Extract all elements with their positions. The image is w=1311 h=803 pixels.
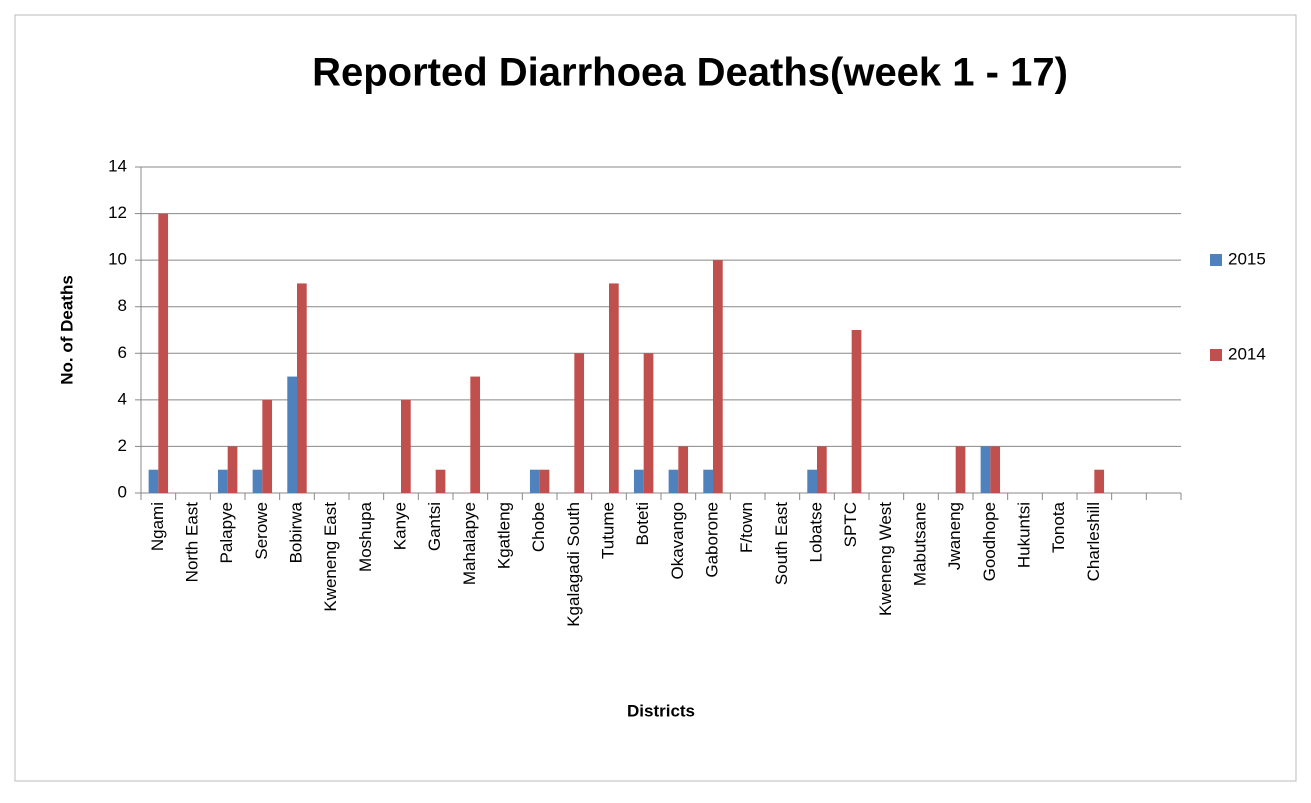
x-tick-label: Gantsi: [425, 502, 444, 551]
bar: [1094, 469, 1105, 493]
x-tick-label: Ngami: [148, 502, 167, 551]
bar: [470, 376, 481, 493]
x-tick-label: Goodhope: [980, 502, 999, 581]
x-tick-label: Gaborone: [702, 502, 721, 578]
x-tick-label: Palapye: [217, 502, 236, 563]
x-tick-label: Charleshill: [1084, 502, 1103, 581]
y-tick-label: 8: [118, 296, 127, 315]
chart-border: [14, 14, 1297, 782]
bar: [435, 469, 446, 493]
bar: [574, 353, 585, 493]
bar: [643, 353, 654, 493]
x-tick-label: Boteti: [633, 502, 652, 545]
y-tick-label: 6: [118, 343, 127, 362]
x-tick-label: Okavango: [668, 502, 687, 580]
x-tick-label: Tonota: [1049, 501, 1068, 553]
x-tick-label: Kweneng West: [876, 502, 895, 616]
x-tick-label: Mabutsane: [910, 502, 929, 586]
legend-label: 2015: [1228, 249, 1266, 268]
bar: [252, 469, 263, 493]
y-axis-label: No. of Deaths: [57, 275, 76, 385]
y-tick-label: 0: [118, 482, 127, 501]
legend-label: 2014: [1228, 344, 1266, 363]
y-tick-label: 2: [118, 436, 127, 455]
bar: [401, 399, 411, 493]
y-tick-label: 14: [108, 156, 127, 175]
x-tick-label: SPTC: [841, 502, 860, 547]
y-tick-label: 12: [108, 203, 127, 222]
bar: [529, 469, 540, 493]
bar: [955, 446, 966, 493]
x-tick-label: Mahalapye: [460, 502, 479, 585]
bar: [539, 469, 550, 493]
x-tick-label: Hukuntsi: [1014, 502, 1033, 568]
bar: [227, 446, 238, 493]
x-tick-label: Bobirwa: [286, 501, 305, 563]
legend-swatch: [1210, 349, 1222, 361]
bar: [217, 469, 228, 493]
bar: [678, 446, 689, 493]
x-tick-label: North East: [182, 502, 201, 583]
x-tick-label: Chobe: [529, 502, 548, 552]
bar: [851, 330, 862, 493]
x-tick-label: Moshupa: [356, 501, 375, 571]
x-tick-label: Jwaneng: [945, 502, 964, 570]
y-tick-label: 4: [118, 389, 127, 408]
legend-swatch: [1210, 254, 1222, 266]
bar: [287, 376, 297, 493]
x-axis-label: Districts: [627, 701, 695, 720]
x-tick-label: Kweneng East: [321, 502, 340, 612]
x-tick-label: South East: [772, 502, 791, 585]
bar: [980, 446, 991, 493]
x-tick-label: F/town: [737, 502, 756, 553]
bar: [713, 260, 723, 493]
chart-title: Reported Diarrhoea Deaths(week 1 - 17): [312, 51, 1068, 95]
x-tick-label: Serowe: [252, 502, 271, 560]
bar: [990, 446, 1001, 493]
x-tick-label: Lobatse: [806, 502, 825, 563]
x-tick-label: Kgatleng: [494, 502, 513, 569]
bar: [297, 283, 307, 493]
x-tick-label: Kgalagadi South: [564, 502, 583, 627]
bar: [158, 213, 169, 494]
bar: [262, 399, 273, 493]
y-tick-label: 10: [108, 250, 127, 269]
bar: [633, 469, 644, 493]
bar: [668, 469, 679, 493]
bar: [148, 469, 159, 493]
bar: [703, 469, 713, 493]
x-tick-label: Tutume: [598, 502, 617, 559]
bar: [817, 446, 827, 493]
x-tick-label: Kanye: [390, 502, 409, 550]
bar: [807, 469, 817, 493]
bar: [609, 283, 619, 493]
